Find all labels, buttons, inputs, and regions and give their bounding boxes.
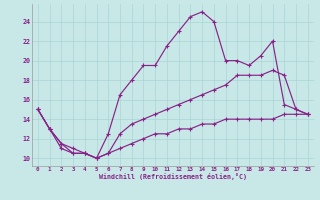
X-axis label: Windchill (Refroidissement éolien,°C): Windchill (Refroidissement éolien,°C) bbox=[99, 173, 247, 180]
